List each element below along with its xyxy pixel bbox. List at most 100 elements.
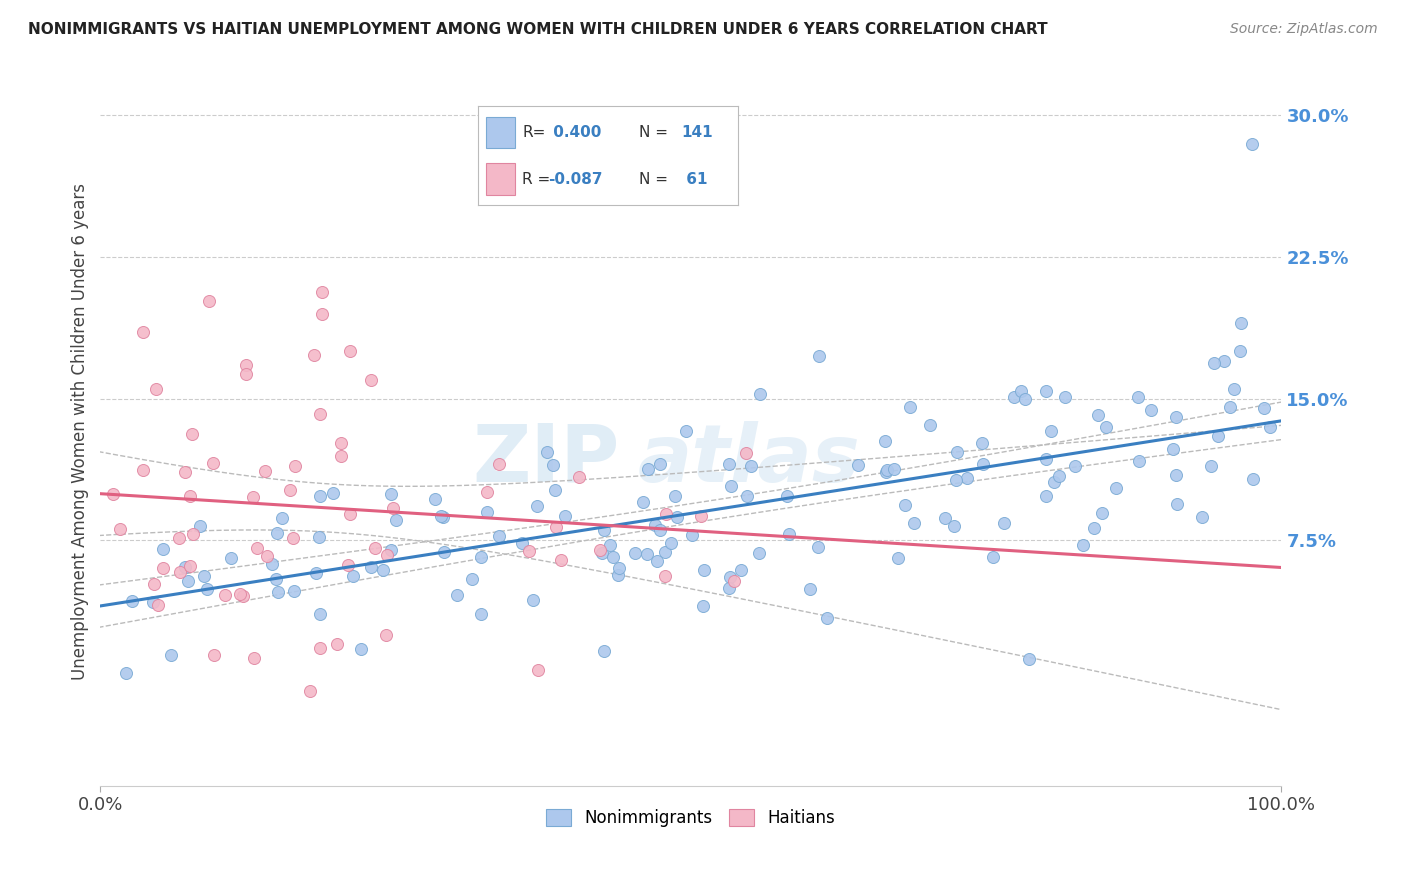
Y-axis label: Unemployment Among Women with Children Under 6 years: Unemployment Among Women with Children U…: [72, 183, 89, 680]
Point: [981, 549, 1004, 564]
Point: [304, 566, 326, 580]
Point: [720, 479, 742, 493]
Point: [267, 584, 290, 599]
Point: [243, 651, 266, 665]
Point: [430, 509, 453, 524]
Point: [536, 445, 558, 459]
Point: [544, 520, 567, 534]
Point: [776, 489, 799, 503]
Point: [972, 457, 994, 471]
Point: [589, 543, 612, 558]
Point: [654, 569, 676, 583]
Point: [121, 594, 143, 608]
Point: [1240, 136, 1263, 151]
Point: [591, 546, 613, 560]
Point: [644, 518, 666, 533]
Point: [654, 545, 676, 559]
Point: [470, 607, 492, 622]
Point: [181, 526, 204, 541]
Point: [202, 456, 225, 470]
Point: [202, 648, 225, 663]
Point: [283, 584, 305, 599]
Point: [177, 574, 200, 588]
Point: [488, 457, 510, 471]
Point: [108, 522, 131, 536]
Point: [1010, 384, 1032, 398]
Point: [735, 489, 758, 503]
Point: [385, 513, 408, 527]
Point: [146, 598, 169, 612]
Point: [308, 530, 330, 544]
Point: [1126, 390, 1149, 404]
Point: [648, 457, 671, 471]
Point: [526, 499, 548, 513]
Point: [1071, 538, 1094, 552]
Point: [664, 489, 686, 503]
Point: [1039, 424, 1062, 438]
Point: [381, 501, 404, 516]
Point: [262, 558, 284, 572]
Point: [655, 508, 678, 522]
Point: [1014, 392, 1036, 407]
Point: [875, 465, 897, 479]
Point: [364, 541, 387, 555]
Point: [271, 510, 294, 524]
Point: [846, 458, 869, 472]
Text: Source: ZipAtlas.com: Source: ZipAtlas.com: [1230, 22, 1378, 37]
Point: [309, 489, 332, 503]
Point: [1002, 390, 1025, 404]
Point: [235, 358, 257, 372]
Point: [1204, 356, 1226, 370]
Point: [308, 607, 330, 621]
Point: [432, 509, 454, 524]
Point: [169, 565, 191, 579]
Point: [1206, 428, 1229, 442]
Point: [246, 541, 269, 556]
Point: [254, 464, 277, 478]
Point: [723, 574, 745, 588]
Point: [152, 542, 174, 557]
Point: [460, 572, 482, 586]
Point: [114, 665, 136, 680]
Point: [235, 367, 257, 381]
Point: [1053, 390, 1076, 404]
Point: [470, 550, 492, 565]
Point: [167, 531, 190, 545]
Point: [1035, 451, 1057, 466]
Point: [132, 326, 155, 340]
Point: [1253, 401, 1275, 415]
Point: [887, 550, 910, 565]
Point: [214, 588, 236, 602]
Text: atlas: atlas: [638, 421, 860, 499]
Point: [179, 558, 201, 573]
Point: [510, 535, 533, 549]
Point: [681, 528, 703, 542]
Point: [174, 559, 197, 574]
Point: [748, 546, 770, 560]
Point: [373, 563, 395, 577]
Point: [883, 462, 905, 476]
Point: [717, 457, 740, 471]
Text: ZIP: ZIP: [472, 421, 620, 499]
Point: [602, 549, 624, 564]
Point: [898, 400, 921, 414]
Point: [330, 449, 353, 463]
Point: [337, 558, 360, 572]
Point: [637, 462, 659, 476]
Point: [264, 572, 287, 586]
Point: [488, 528, 510, 542]
Point: [350, 642, 373, 657]
Point: [433, 545, 456, 559]
Point: [256, 549, 278, 564]
Point: [541, 458, 564, 473]
Point: [198, 294, 221, 309]
Point: [1083, 521, 1105, 535]
Point: [692, 599, 714, 613]
Point: [1166, 497, 1188, 511]
Point: [730, 563, 752, 577]
Point: [309, 407, 332, 421]
Point: [1166, 467, 1188, 482]
Point: [1087, 408, 1109, 422]
Point: [735, 446, 758, 460]
Point: [1018, 652, 1040, 666]
